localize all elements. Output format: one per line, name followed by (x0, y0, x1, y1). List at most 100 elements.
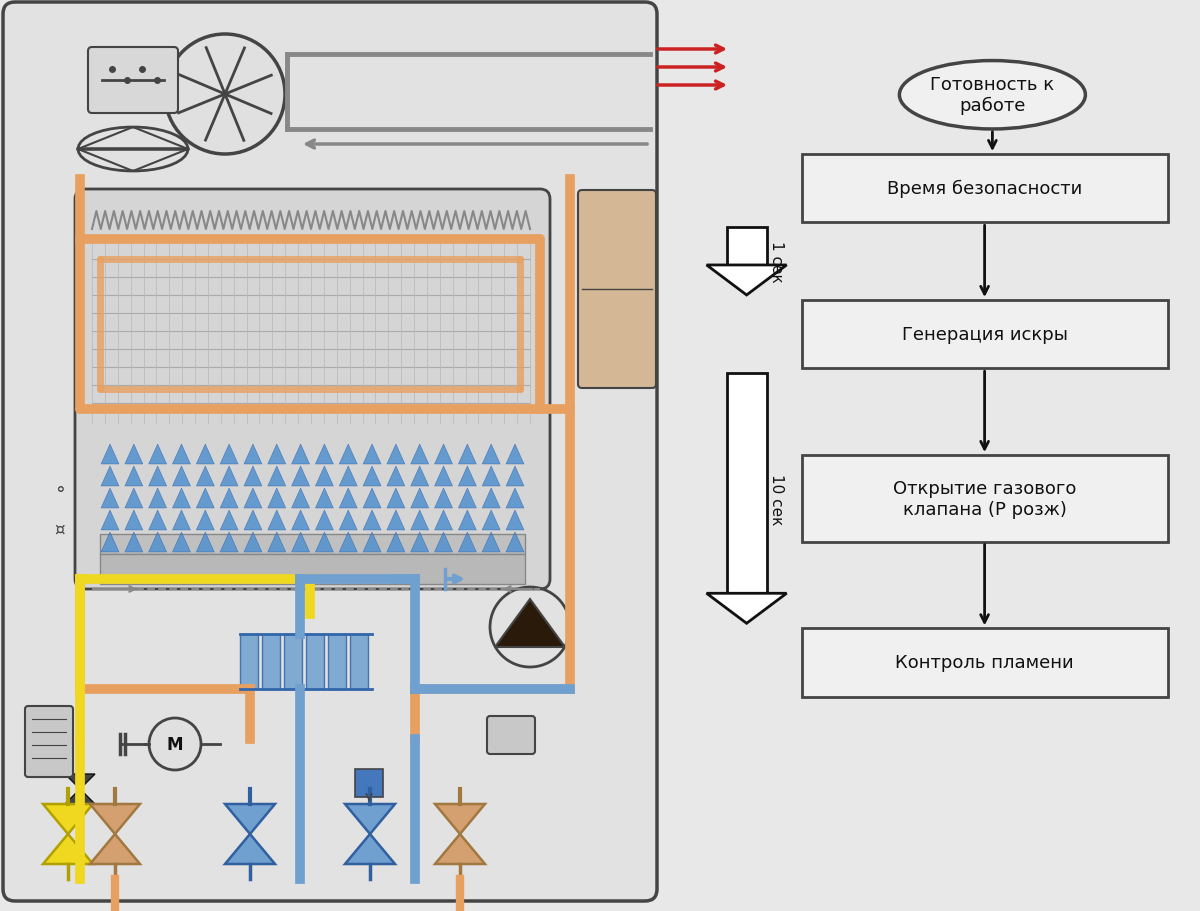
Polygon shape (43, 804, 94, 834)
Text: °: ° (55, 485, 65, 504)
Bar (240, 634, 258, 690)
Polygon shape (316, 445, 334, 465)
Polygon shape (125, 488, 143, 508)
Polygon shape (434, 488, 452, 508)
Polygon shape (149, 466, 167, 486)
Polygon shape (436, 804, 485, 834)
Polygon shape (346, 804, 395, 834)
Polygon shape (149, 488, 167, 508)
Polygon shape (386, 466, 404, 486)
Polygon shape (482, 488, 500, 508)
Polygon shape (226, 804, 275, 834)
Polygon shape (482, 532, 500, 552)
Polygon shape (340, 445, 358, 465)
Polygon shape (482, 510, 500, 530)
Polygon shape (292, 466, 310, 486)
Polygon shape (364, 488, 382, 508)
Polygon shape (220, 445, 238, 465)
Text: Контроль пламени: Контроль пламени (895, 654, 1074, 671)
Polygon shape (173, 510, 191, 530)
Text: 1 сек: 1 сек (769, 241, 784, 282)
FancyBboxPatch shape (2, 3, 658, 901)
Bar (802, 301, 1168, 369)
Polygon shape (125, 532, 143, 552)
Polygon shape (410, 532, 428, 552)
Polygon shape (434, 445, 452, 465)
Polygon shape (458, 488, 476, 508)
Bar (328, 634, 346, 690)
Polygon shape (340, 510, 358, 530)
FancyBboxPatch shape (88, 48, 178, 114)
Polygon shape (434, 466, 452, 486)
Bar (100, 535, 526, 555)
Polygon shape (65, 774, 95, 789)
Polygon shape (149, 510, 167, 530)
Bar (100, 555, 526, 584)
Polygon shape (173, 466, 191, 486)
Text: 10 сек: 10 сек (769, 473, 784, 525)
Bar (727, 374, 767, 594)
Polygon shape (458, 445, 476, 465)
Polygon shape (346, 834, 395, 864)
Text: Открытие газового
клапана (Р розж): Открытие газового клапана (Р розж) (893, 479, 1076, 518)
FancyBboxPatch shape (25, 706, 73, 777)
Polygon shape (101, 532, 119, 552)
Polygon shape (364, 532, 382, 552)
Polygon shape (458, 510, 476, 530)
Polygon shape (436, 834, 485, 864)
Polygon shape (292, 510, 310, 530)
Polygon shape (197, 510, 215, 530)
Polygon shape (226, 834, 275, 864)
Polygon shape (506, 510, 524, 530)
Polygon shape (292, 532, 310, 552)
Polygon shape (268, 510, 286, 530)
Bar (350, 634, 368, 690)
FancyBboxPatch shape (487, 716, 535, 754)
Polygon shape (220, 510, 238, 530)
Polygon shape (244, 510, 262, 530)
Polygon shape (458, 466, 476, 486)
Polygon shape (482, 466, 500, 486)
Polygon shape (90, 834, 140, 864)
Polygon shape (458, 532, 476, 552)
Polygon shape (292, 445, 310, 465)
Polygon shape (482, 445, 500, 465)
Polygon shape (197, 532, 215, 552)
Bar (802, 155, 1168, 223)
Polygon shape (410, 466, 428, 486)
Polygon shape (386, 488, 404, 508)
Polygon shape (101, 488, 119, 508)
Polygon shape (496, 599, 565, 648)
Polygon shape (410, 510, 428, 530)
Polygon shape (101, 510, 119, 530)
Polygon shape (268, 445, 286, 465)
Polygon shape (173, 488, 191, 508)
Polygon shape (244, 445, 262, 465)
Bar (727, 228, 767, 266)
Polygon shape (125, 510, 143, 530)
Polygon shape (244, 488, 262, 508)
Polygon shape (707, 266, 787, 296)
Polygon shape (707, 594, 787, 624)
Polygon shape (410, 445, 428, 465)
Polygon shape (292, 488, 310, 508)
Polygon shape (149, 445, 167, 465)
Polygon shape (220, 532, 238, 552)
Polygon shape (434, 532, 452, 552)
Polygon shape (316, 532, 334, 552)
Bar (284, 634, 302, 690)
Polygon shape (506, 488, 524, 508)
Circle shape (166, 35, 286, 155)
Polygon shape (386, 445, 404, 465)
Polygon shape (316, 488, 334, 508)
Polygon shape (125, 445, 143, 465)
Polygon shape (268, 466, 286, 486)
Polygon shape (173, 532, 191, 552)
Polygon shape (506, 532, 524, 552)
Polygon shape (65, 789, 95, 804)
Polygon shape (506, 445, 524, 465)
Polygon shape (316, 466, 334, 486)
Polygon shape (101, 466, 119, 486)
FancyBboxPatch shape (74, 189, 550, 589)
Polygon shape (149, 532, 167, 552)
